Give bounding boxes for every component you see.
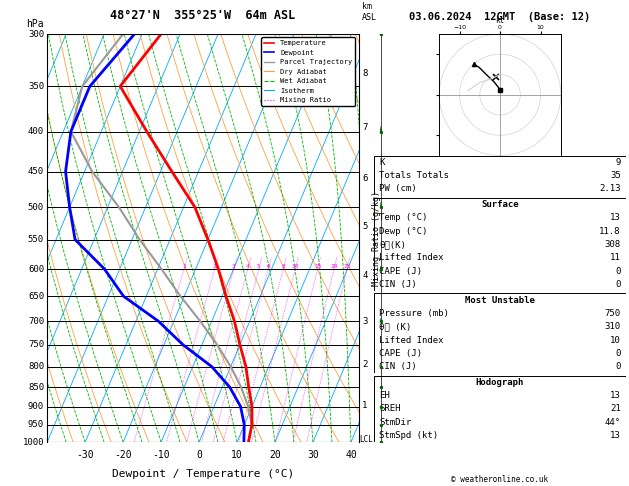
Text: StmSpd (kt): StmSpd (kt)	[379, 431, 438, 440]
Legend: Temperature, Dewpoint, Parcel Trajectory, Dry Adiabat, Wet Adiabat, Isotherm, Mi: Temperature, Dewpoint, Parcel Trajectory…	[261, 37, 355, 106]
Text: 7: 7	[362, 123, 368, 132]
Text: 21: 21	[610, 404, 621, 414]
Text: 6: 6	[266, 264, 270, 269]
Text: 1: 1	[362, 401, 368, 410]
Text: 4: 4	[362, 271, 368, 280]
Text: 400: 400	[28, 127, 44, 136]
Text: 0: 0	[615, 280, 621, 289]
Text: 13: 13	[610, 431, 621, 440]
Text: 30: 30	[307, 450, 319, 460]
Text: km
ASL: km ASL	[362, 2, 377, 22]
Text: 10: 10	[231, 450, 243, 460]
Text: -20: -20	[114, 450, 132, 460]
Text: CIN (J): CIN (J)	[379, 280, 417, 289]
Text: Lifted Index: Lifted Index	[379, 253, 444, 262]
Text: 13: 13	[610, 213, 621, 222]
Text: 0: 0	[615, 266, 621, 276]
Text: CAPE (J): CAPE (J)	[379, 349, 422, 358]
Text: 8: 8	[281, 264, 285, 269]
Text: Surface: Surface	[481, 200, 519, 209]
Text: 308: 308	[604, 240, 621, 249]
Text: θᴄ(K): θᴄ(K)	[379, 240, 406, 249]
Text: 450: 450	[28, 167, 44, 176]
Text: CAPE (J): CAPE (J)	[379, 266, 422, 276]
Text: 900: 900	[28, 402, 44, 411]
Text: 0: 0	[615, 349, 621, 358]
X-axis label: kt: kt	[496, 17, 504, 25]
Text: 3: 3	[362, 317, 368, 326]
Text: 20: 20	[330, 264, 338, 269]
Text: 850: 850	[28, 382, 44, 392]
Text: 500: 500	[28, 203, 44, 212]
Text: 11.8: 11.8	[599, 226, 621, 236]
Text: Hodograph: Hodograph	[476, 378, 524, 387]
Text: Mixing Ratio (g/kg): Mixing Ratio (g/kg)	[372, 191, 381, 286]
Text: Dewp (°C): Dewp (°C)	[379, 226, 428, 236]
Text: 10: 10	[610, 335, 621, 345]
Text: 750: 750	[604, 309, 621, 318]
Text: 13: 13	[610, 391, 621, 400]
Text: 550: 550	[28, 235, 44, 244]
Text: CIN (J): CIN (J)	[379, 362, 417, 371]
Text: 48°27'N  355°25'W  64m ASL: 48°27'N 355°25'W 64m ASL	[110, 9, 296, 22]
Text: Pressure (mb): Pressure (mb)	[379, 309, 449, 318]
Text: EH: EH	[379, 391, 390, 400]
Text: 2: 2	[213, 264, 216, 269]
Text: 25: 25	[343, 264, 351, 269]
Text: 8: 8	[362, 69, 368, 78]
Text: 950: 950	[28, 420, 44, 429]
Text: 5: 5	[362, 223, 368, 231]
Text: 0: 0	[615, 362, 621, 371]
Text: 44°: 44°	[604, 418, 621, 427]
Text: 40: 40	[345, 450, 357, 460]
Text: Dewpoint / Temperature (°C): Dewpoint / Temperature (°C)	[112, 469, 294, 479]
Text: 800: 800	[28, 362, 44, 371]
Text: 600: 600	[28, 264, 44, 274]
Text: 35: 35	[610, 171, 621, 180]
Text: 310: 310	[604, 322, 621, 331]
Text: 300: 300	[28, 30, 44, 38]
Text: K: K	[379, 157, 385, 167]
FancyBboxPatch shape	[374, 198, 626, 291]
Text: Temp (°C): Temp (°C)	[379, 213, 428, 222]
Text: 15: 15	[314, 264, 321, 269]
Text: 650: 650	[28, 292, 44, 301]
Text: 0: 0	[196, 450, 202, 460]
Text: 700: 700	[28, 317, 44, 326]
FancyBboxPatch shape	[374, 294, 626, 373]
Text: 350: 350	[28, 82, 44, 91]
Text: 9: 9	[615, 157, 621, 167]
Text: 10: 10	[291, 264, 299, 269]
Text: 11: 11	[610, 253, 621, 262]
FancyBboxPatch shape	[374, 156, 626, 195]
Text: PW (cm): PW (cm)	[379, 184, 417, 193]
Text: 5: 5	[257, 264, 261, 269]
Text: 6: 6	[362, 174, 368, 183]
Text: 2.13: 2.13	[599, 184, 621, 193]
Text: 2: 2	[362, 360, 368, 369]
Text: 03.06.2024  12GMT  (Base: 12): 03.06.2024 12GMT (Base: 12)	[409, 12, 591, 22]
Text: 4: 4	[246, 264, 250, 269]
Text: SREH: SREH	[379, 404, 401, 414]
Text: 750: 750	[28, 340, 44, 349]
Text: LCL: LCL	[359, 435, 373, 444]
Text: θᴄ (K): θᴄ (K)	[379, 322, 411, 331]
Text: Lifted Index: Lifted Index	[379, 335, 444, 345]
Text: Most Unstable: Most Unstable	[465, 295, 535, 305]
Text: -30: -30	[76, 450, 94, 460]
Text: Totals Totals: Totals Totals	[379, 171, 449, 180]
Text: 20: 20	[269, 450, 281, 460]
Text: © weatheronline.co.uk: © weatheronline.co.uk	[452, 474, 548, 484]
Text: StmDir: StmDir	[379, 418, 411, 427]
Text: 1: 1	[182, 264, 186, 269]
Text: hPa: hPa	[26, 19, 44, 29]
Text: -10: -10	[152, 450, 170, 460]
FancyBboxPatch shape	[374, 376, 626, 442]
Text: 1000: 1000	[23, 438, 44, 447]
Text: 3: 3	[232, 264, 236, 269]
